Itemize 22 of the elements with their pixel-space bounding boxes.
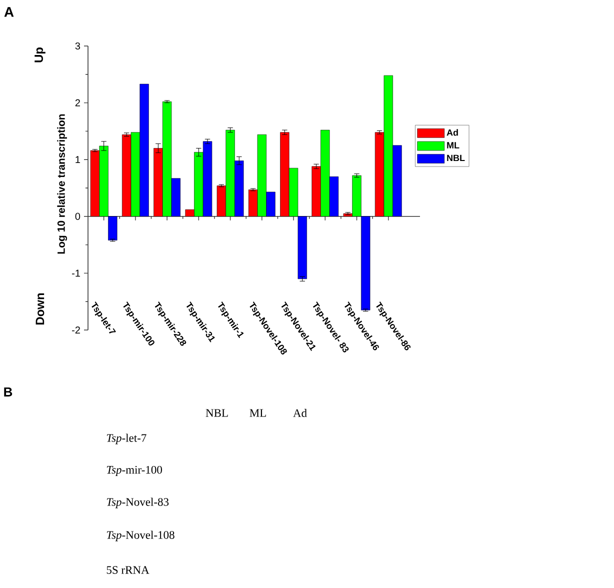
y-tick-label: -1 — [72, 270, 80, 277]
text: NBL — [206, 409, 228, 417]
text: Tsp-Novel-108 — [106, 530, 174, 542]
text: Tsp-let-7 — [106, 434, 146, 444]
y-tick-label: 2 — [75, 99, 80, 106]
text: Down — [36, 293, 44, 325]
text: Ad — [293, 408, 307, 418]
text: Tsp-Novel-83 — [106, 498, 169, 508]
y-tick-label: 3 — [75, 42, 80, 50]
text: ML — [250, 409, 266, 417]
legend-label: NBL — [447, 154, 465, 162]
y-tick-label: 0 — [75, 212, 80, 220]
text: A — [4, 7, 14, 17]
text: B — [4, 388, 12, 396]
legend-label: ML — [447, 142, 460, 148]
text: Tsp-mir-100 — [106, 466, 162, 476]
legend-label: Ad — [446, 129, 458, 136]
y-tick-label: 1 — [76, 156, 80, 164]
text: 5S rRNA — [106, 566, 150, 574]
y-tick-label: -2 — [72, 326, 80, 334]
y-axis-title: Log 10 relative transcription — [57, 114, 68, 254]
text: Up — [34, 47, 46, 62]
